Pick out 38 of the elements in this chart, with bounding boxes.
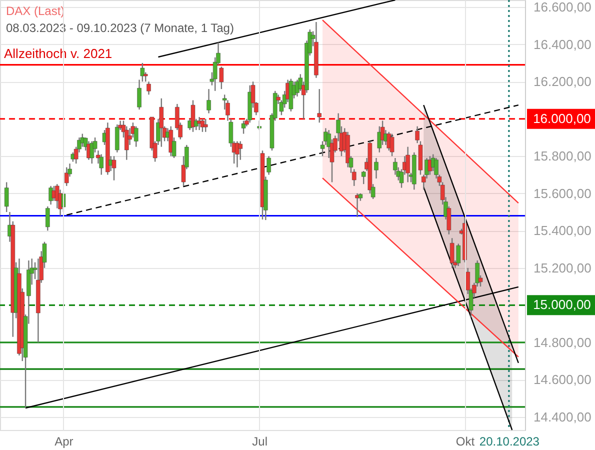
y-tick-label: 15.200,00 [534,260,592,276]
y-tick-label: 15.400,00 [534,223,592,238]
y-tick-label: 14.600,00 [534,372,592,388]
candlestick [159,98,164,148]
ref-line-label: 15.000,00 [533,297,591,312]
candlestick [4,182,9,213]
candlestick [134,126,138,148]
y-tick-label: 15.800,00 [534,148,592,164]
y-tick-label: 16.400,00 [534,36,592,52]
annotation: Allzeithoch v. 2021 [4,46,112,61]
y-tick-label: 16.600,00 [534,0,592,15]
x-tick-label: Okt [456,434,476,448]
x-tick-label: Apr [54,434,74,448]
candlestick [241,120,246,134]
text: 08.03.2023 - 09.10.2023 (7 Monate, 1 Tag) [6,21,234,35]
candlestick [45,206,50,232]
candlestick [257,120,262,131]
candlestick [143,72,148,82]
candlestick [203,118,208,133]
ref-line-label: 16.000,00 [533,110,591,126]
x-tick-label: 20.10.2023 [479,434,540,448]
candlestick [206,88,211,114]
candlestick [99,154,104,176]
y-tick-label: 15.600,00 [534,186,592,201]
x-tick-label: Jul [252,434,268,448]
candlestick [146,81,151,96]
y-tick-label: 16.200,00 [534,74,592,90]
candlestick [137,79,142,110]
candlestick [190,100,196,133]
y-tick-label: 14.400,00 [534,409,592,424]
candlestick [317,88,322,124]
candlestick [374,157,378,180]
candlestick [415,126,420,144]
candlestick [140,62,145,82]
candlestick [390,133,394,157]
candlestick [64,166,69,187]
y-tick-label: 14.800,00 [534,334,592,350]
candlestick [238,140,243,160]
